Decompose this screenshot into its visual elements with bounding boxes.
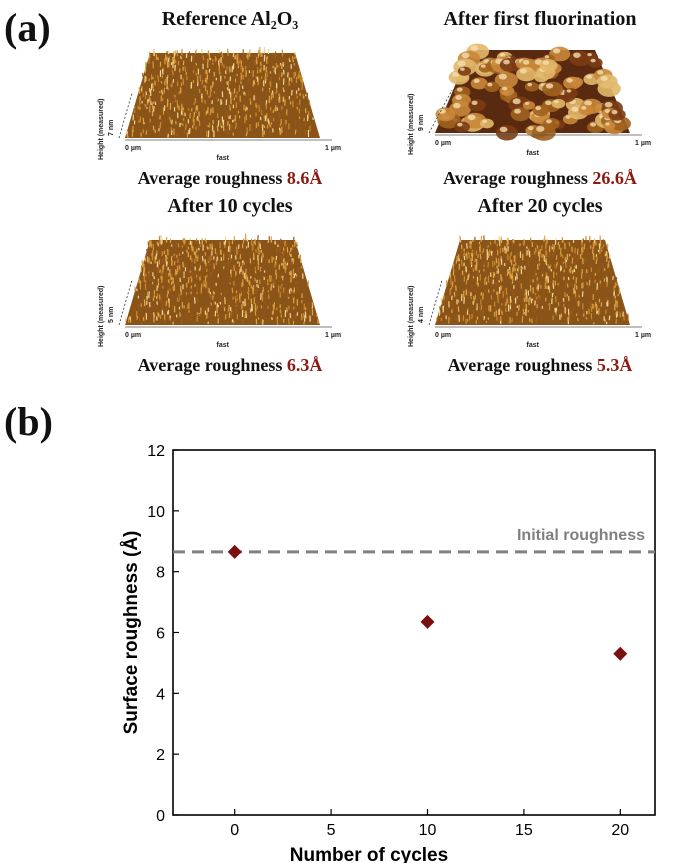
afm-title: After 20 cycles: [477, 195, 603, 217]
y-tick-label: 8: [156, 565, 165, 582]
afm-height-axis-label: Height (measured): [98, 286, 105, 347]
afm-surface-base: [125, 240, 320, 325]
afm-x-axis-label: fast: [527, 150, 540, 157]
data-point: [420, 614, 435, 629]
afm-surface-texture: [125, 46, 314, 138]
afm-x-end-label: 1 µm: [635, 140, 651, 147]
y-axis-label: Surface roughness (Å): [121, 531, 142, 735]
panel-a-label: (a): [4, 5, 51, 50]
afm-surface-base: [435, 240, 630, 325]
afm-panel-first-fluorination: After first fluorination 0 µm 1 µm fast Hei…: [390, 8, 673, 193]
roughness-prefix: Average roughness: [137, 168, 287, 188]
afm-roughness: Average roughness 6.3Å: [80, 355, 380, 376]
roughness-value: 26.6Å: [592, 168, 637, 188]
roughness-prefix: Average roughness: [137, 355, 287, 375]
afm-x-axis-label: fast: [217, 155, 230, 162]
initial-roughness-label: Initial roughness: [517, 527, 645, 544]
afm-height-axis-label: Height (measured): [408, 286, 415, 347]
y-tick-label: 6: [156, 626, 165, 643]
y-tick-label: 10: [147, 504, 165, 521]
x-axis-label: Number of cycles: [290, 845, 448, 863]
afm-x-start-label: 0 µm: [435, 332, 451, 339]
x-tick-label: 20: [611, 822, 629, 839]
afm-roughness: Average roughness 5.3Å: [390, 355, 673, 376]
data-point: [613, 646, 628, 661]
roughness-scatter-chart: 0 2 4 6 8 10 12 0 5 10 15 20 Initial roughness Number…: [121, 443, 656, 863]
afm-surface-texture: [435, 43, 631, 141]
afm-roughness: Average roughness 8.6Å: [80, 168, 380, 189]
afm-surface-image: 0 µm 1 µm fast Height (measured) 5 nm: [98, 233, 341, 349]
afm-surface-texture: [124, 233, 319, 325]
afm-x-start-label: 0 µm: [435, 140, 451, 147]
afm-height-scale-label: 9 nm: [418, 115, 425, 131]
afm-x-start-label: 0 µm: [125, 332, 141, 339]
afm-height-scale-label: 7 nm: [108, 120, 115, 136]
plot-frame: [172, 449, 656, 816]
panel-b-label: (b): [4, 399, 53, 444]
afm-x-axis-label: fast: [527, 342, 540, 349]
afm-height-scale-label: 5 nm: [108, 307, 115, 323]
afm-x-axis-label: fast: [217, 342, 230, 349]
roughness-value: 8.6Å: [286, 168, 323, 188]
x-tick-label: 0: [230, 822, 239, 839]
afm-x-end-label: 1 µm: [325, 332, 341, 339]
x-tick-label: 15: [515, 822, 533, 839]
data-point: [227, 544, 242, 559]
y-tick-label: 12: [147, 443, 165, 460]
roughness-prefix: Average roughness: [447, 355, 597, 375]
y-tick-label: 4: [156, 686, 165, 703]
y-tick-label: 2: [156, 747, 165, 764]
afm-panel-10-cycles: After 10 cycles 0 µm 1 µm fast Height (meas…: [80, 195, 380, 380]
afm-surface-image: 0 µm 1 µm fast Height (measured) 7 nm: [98, 46, 341, 162]
roughness-prefix: Average roughness: [443, 168, 593, 188]
afm-height-axis-label: Height (measured): [98, 99, 105, 160]
afm-height-axis-line: [428, 89, 453, 134]
roughness-value: 5.3Å: [596, 355, 633, 375]
afm-title: Reference Al₂O₃: [161, 8, 299, 30]
afm-x-end-label: 1 µm: [325, 145, 341, 152]
afm-surface-texture: [435, 235, 630, 325]
afm-x-end-label: 1 µm: [635, 332, 651, 339]
x-tick-label: 5: [327, 822, 336, 839]
afm-panel-reference: Reference Al₂O₃ 0 µm 1 µm fast Height (meas…: [80, 8, 380, 193]
afm-surface-image: 0 µm 1 µm fast Height (measured) 4 nm: [408, 235, 651, 349]
afm-height-axis-label: Height (measured): [408, 94, 415, 155]
afm-x-start-label: 0 µm: [125, 145, 141, 152]
afm-height-scale-label: 4 nm: [418, 307, 425, 323]
x-tick-label: 10: [419, 822, 437, 839]
roughness-value: 6.3Å: [286, 355, 323, 375]
afm-title: After 10 cycles: [167, 195, 293, 217]
afm-roughness: Average roughness 26.6Å: [390, 168, 673, 189]
afm-panel-20-cycles: After 20 cycles 0 µm 1 µm fast Height (meas…: [390, 195, 673, 380]
y-tick-label: 0: [156, 808, 165, 825]
afm-title: After first fluorination: [443, 8, 637, 30]
afm-surface-image: 0 µm 1 µm fast Height (measured) 9 nm: [408, 43, 651, 157]
